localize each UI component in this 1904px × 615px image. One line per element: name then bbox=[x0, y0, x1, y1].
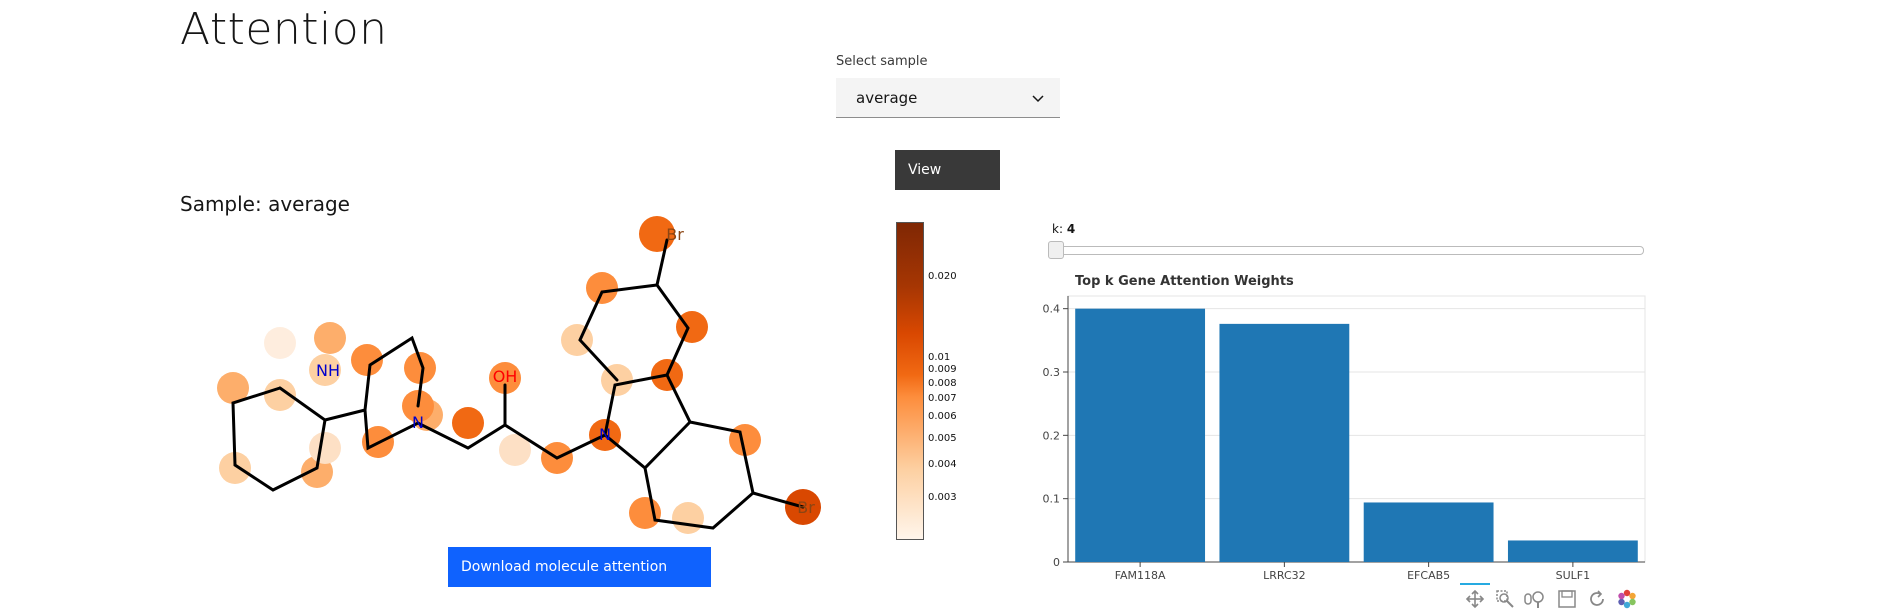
view-button[interactable]: View bbox=[895, 150, 1000, 190]
sample-heading: Sample: average bbox=[180, 192, 350, 216]
chevron-down-icon bbox=[1032, 95, 1044, 103]
k-label-text: k: bbox=[1052, 222, 1063, 236]
x-tick-label: EFCAB5 bbox=[1407, 569, 1450, 582]
y-tick-label: 0.2 bbox=[1043, 429, 1061, 442]
colorbar-tick: 0.020 bbox=[928, 271, 957, 282]
colorbar-tick: 0.01 bbox=[928, 352, 951, 363]
atom-label: N bbox=[412, 413, 424, 432]
colorbar-tick: 0.007 bbox=[928, 393, 957, 404]
atom-label: N bbox=[599, 425, 611, 444]
colorbar-tick: 0.009 bbox=[928, 364, 957, 375]
atom-label: NH bbox=[316, 361, 340, 380]
atom-labels: NH N OH N Br Br bbox=[316, 225, 815, 517]
gene-attention-bar-chart[interactable]: 0 0.1 0.2 0.3 0.4 FAM118A LRRC32 EFCAB5 SULF1 bbox=[1030, 290, 1650, 590]
bar bbox=[1363, 502, 1494, 562]
active-tool-indicator bbox=[1460, 583, 1490, 585]
y-tick-label: 0 bbox=[1053, 556, 1060, 569]
molecule-attention-image: NH N OH N Br Br bbox=[217, 216, 821, 534]
save-tool[interactable] bbox=[1554, 586, 1580, 612]
chart-title: Top k Gene Attention Weights bbox=[1075, 274, 1294, 289]
k-slider-label: k: 4 bbox=[1052, 222, 1075, 236]
x-tick-label: SULF1 bbox=[1556, 569, 1591, 582]
colorbar-tick: 0.005 bbox=[928, 433, 957, 444]
bar bbox=[1075, 308, 1206, 562]
y-tick-label: 0.4 bbox=[1043, 303, 1061, 316]
wheel-zoom-icon bbox=[1524, 591, 1544, 608]
k-slider-track[interactable] bbox=[1052, 246, 1644, 255]
reset-tool[interactable] bbox=[1584, 586, 1610, 612]
sample-select[interactable]: average bbox=[836, 78, 1060, 118]
bar bbox=[1507, 540, 1638, 562]
x-tick-label: FAM118A bbox=[1115, 569, 1166, 582]
atom-highlights bbox=[217, 216, 821, 534]
save-icon bbox=[1558, 590, 1576, 608]
pan-tool[interactable] bbox=[1460, 583, 1490, 612]
chart-toolbar bbox=[1460, 583, 1642, 612]
sample-select-value: average bbox=[856, 88, 918, 107]
wheel-zoom-tool[interactable] bbox=[1522, 586, 1548, 612]
box-zoom-icon bbox=[1496, 590, 1514, 608]
y-tick-label: 0.3 bbox=[1043, 366, 1061, 379]
colorbar-tick: 0.008 bbox=[928, 378, 957, 389]
download-molecule-attention-button[interactable]: Download molecule attention bbox=[448, 547, 711, 587]
sample-select-label: Select sample bbox=[836, 54, 928, 69]
atom-label: OH bbox=[493, 367, 518, 386]
k-slider-handle[interactable] bbox=[1048, 241, 1064, 259]
colorbar-tick: 0.003 bbox=[928, 492, 957, 503]
atom-label: Br bbox=[666, 225, 684, 244]
page-title: Attention bbox=[180, 4, 388, 55]
bokeh-logo[interactable] bbox=[1614, 586, 1640, 612]
colorbar-tick: 0.004 bbox=[928, 459, 957, 470]
k-value: 4 bbox=[1066, 222, 1076, 236]
box-zoom-tool[interactable] bbox=[1492, 586, 1518, 612]
colorbar-tick: 0.006 bbox=[928, 411, 957, 422]
attention-colorbar bbox=[896, 222, 924, 540]
bar bbox=[1219, 323, 1350, 562]
bokeh-logo-icon bbox=[1618, 589, 1636, 609]
y-tick-label: 0.1 bbox=[1043, 493, 1061, 506]
atom-label: Br bbox=[797, 498, 815, 517]
reset-icon bbox=[1590, 590, 1604, 606]
pan-icon bbox=[1465, 589, 1485, 609]
molecule-bonds bbox=[231, 238, 805, 530]
x-tick-label: LRRC32 bbox=[1263, 569, 1306, 582]
